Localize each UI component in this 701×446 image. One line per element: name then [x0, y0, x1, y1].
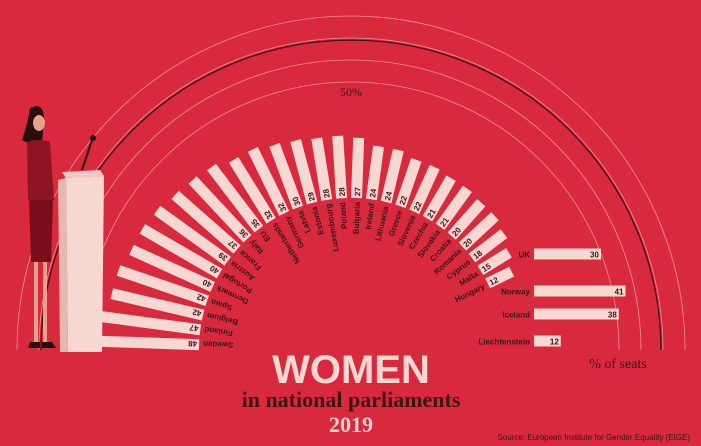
shoes: [28, 342, 56, 348]
value-label: 38: [608, 311, 617, 320]
bar: [422, 175, 456, 222]
bar: [409, 164, 440, 215]
bar-item: 27 Bulgaria: [351, 137, 365, 234]
extra-bar-item: 30 UK: [518, 248, 601, 260]
guide-arc-0: [82, 81, 620, 351]
podium-side: [58, 178, 68, 352]
value-label: 27: [353, 187, 362, 197]
jacket: [27, 140, 54, 202]
value-label: 29: [306, 191, 317, 202]
bar: [188, 176, 252, 243]
value-label: 24: [383, 190, 394, 201]
bar: [534, 335, 561, 347]
microphone: [81, 139, 93, 171]
category-label: Norway: [501, 288, 530, 297]
reference-label: 50%: [340, 85, 362, 99]
value-label: 40: [201, 277, 213, 289]
value-label: 30: [590, 251, 599, 260]
bar: [534, 248, 601, 260]
category-label: Finland: [204, 325, 233, 338]
bar: [269, 142, 304, 210]
bar: [534, 285, 626, 297]
category-label: Iceland: [502, 311, 530, 320]
bar: [435, 185, 472, 231]
bar: [395, 158, 422, 209]
bar-item: 24 Ireland: [364, 145, 385, 230]
value-label: 22: [412, 200, 424, 212]
bar: [247, 146, 290, 216]
bar-item: 28 Poland: [332, 135, 349, 229]
chart-title: WOMEN: [272, 348, 430, 392]
bar: [290, 139, 318, 205]
category-label: Ireland: [364, 203, 376, 230]
bar: [129, 244, 215, 292]
category-label: Liechtenstein: [478, 338, 530, 347]
bar: [91, 335, 200, 351]
leg-left: [34, 262, 38, 342]
bar: [485, 266, 515, 289]
value-label: 12: [550, 338, 559, 347]
bar: [380, 148, 404, 204]
speaker-illustration: [22, 106, 104, 352]
bar: [311, 137, 333, 201]
bar: [171, 190, 241, 254]
bar: [116, 265, 209, 306]
bar: [365, 145, 385, 201]
podium-top: [62, 170, 104, 178]
category-label: Poland: [338, 202, 349, 229]
bar: [228, 157, 276, 224]
chart-year: 2019: [329, 412, 373, 437]
bar: [95, 310, 202, 336]
value-label: 30: [291, 195, 303, 207]
face: [33, 115, 45, 131]
podium: [66, 176, 104, 352]
value-label: 41: [615, 288, 624, 297]
bar-item: 47 Finland: [95, 310, 233, 338]
bar: [458, 212, 499, 251]
bar-item: 48 Sweden: [91, 335, 234, 351]
category-label: UK: [518, 251, 530, 260]
bar: [332, 135, 348, 199]
value-label: 42: [195, 292, 207, 304]
extra-bar-item: 41 Norway: [501, 285, 626, 297]
value-label: 32: [276, 201, 288, 213]
value-label: 47: [189, 323, 200, 333]
guide-arc-3: [16, 15, 686, 351]
bar: [153, 205, 231, 266]
bar: [477, 248, 512, 275]
bar: [468, 229, 508, 263]
value-label: 28: [337, 187, 347, 197]
bar: [110, 288, 205, 321]
bar: [207, 163, 264, 233]
bar: [534, 308, 619, 320]
value-label: 42: [191, 307, 202, 318]
value-label: 24: [368, 188, 378, 199]
category-label: Sweden: [203, 339, 234, 349]
unit-label: % of seats: [589, 357, 647, 372]
extra-bar-item: 12 Liechtenstein: [478, 335, 561, 347]
bar: [139, 224, 223, 279]
source-note: Source: European Institute for Gender Eq…: [497, 433, 690, 442]
value-label: 22: [398, 194, 410, 206]
extra-bars-group: 30 UK 41 Norway 38 Iceland 12 Liechtenstein: [478, 248, 626, 347]
extra-bar-item: 38 Iceland: [502, 308, 619, 320]
bar: [351, 137, 365, 199]
value-label: 12: [488, 275, 500, 287]
bar: [447, 199, 486, 240]
category-label: Bulgaria: [352, 201, 362, 234]
value-label: 28: [321, 188, 331, 199]
leg-right: [43, 262, 47, 342]
value-label: 48: [188, 339, 198, 348]
chart-subtitle: in national parliaments: [242, 387, 461, 412]
skirt: [29, 200, 53, 262]
